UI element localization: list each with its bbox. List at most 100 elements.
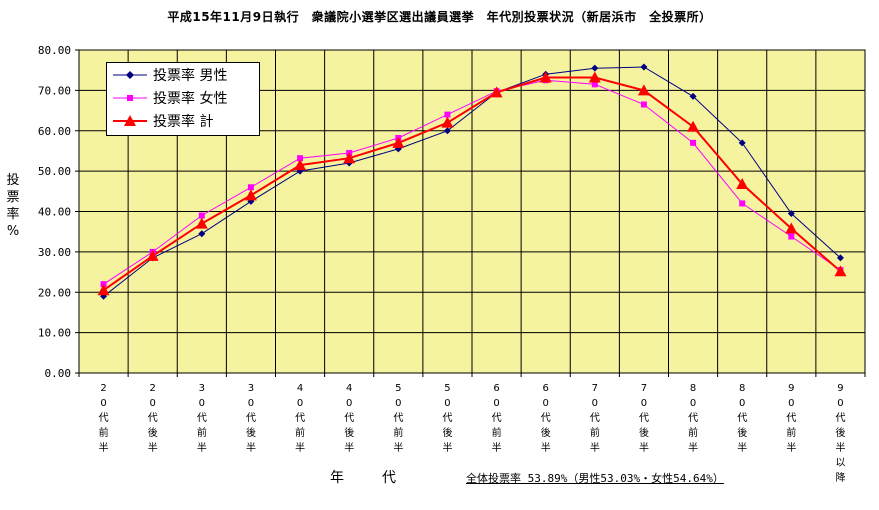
x-tick-label-char: 代	[639, 412, 649, 424]
x-tick-label-char: 0	[248, 398, 254, 409]
data-point-male	[836, 254, 844, 262]
x-tick-label-char: 半	[639, 441, 649, 454]
data-point-female	[591, 81, 598, 88]
x-tick-label-char: 代	[197, 412, 207, 424]
x-tick-label-char: 後	[835, 426, 845, 439]
data-point-female	[690, 139, 697, 146]
x-tick-label-char: 0	[739, 398, 745, 409]
x-tick-label-char: 半	[393, 441, 403, 454]
x-tick-label-char: 半	[295, 441, 305, 454]
data-point-female	[739, 200, 746, 207]
y-tick-label: 0.00	[45, 367, 72, 380]
x-tick-label-char: 代	[737, 412, 747, 424]
x-tick-label: 4 0 代前半	[295, 383, 305, 454]
data-point-female	[444, 111, 451, 118]
triangle-marker-icon	[113, 115, 147, 126]
x-tick-label-char: 0	[641, 398, 647, 409]
x-tick-label-char: 以	[835, 458, 845, 469]
legend-item-total: 投票率 計	[113, 111, 257, 131]
x-tick-label-char: 前	[197, 426, 207, 439]
data-point-male	[787, 210, 795, 218]
y-tick-label: 20.00	[38, 286, 71, 299]
y-tick-label: 40.00	[38, 206, 71, 219]
x-tick-label-char: 半	[835, 441, 845, 454]
x-tick-label-char: 0	[100, 398, 106, 409]
data-point-total	[195, 217, 208, 229]
x-tick-label: 3 0 代前半	[197, 383, 207, 454]
x-tick-label-char: 0	[493, 398, 499, 409]
x-tick-label-char: 半	[786, 441, 796, 454]
x-tick-label-char: 前	[99, 426, 109, 439]
diamond-marker-icon	[113, 71, 147, 79]
x-tick-label-char: 半	[492, 441, 502, 454]
x-tick-label-char: 0	[837, 398, 843, 409]
data-point-total	[637, 84, 650, 96]
x-tick-label-char: 3	[248, 383, 254, 394]
data-point-total	[244, 189, 257, 201]
y-axis-label-char: 投	[6, 173, 20, 188]
data-point-total	[441, 116, 454, 128]
data-point-male	[738, 139, 746, 147]
x-tick-label-char: 7	[592, 383, 598, 394]
x-tick-label: 3 0 代後半	[246, 383, 256, 454]
x-tick-label-char: 後	[541, 426, 551, 439]
x-tick-label: 8 0 代前半	[688, 383, 698, 454]
x-tick-label-char: 前	[688, 426, 698, 439]
x-tick-label-char: 半	[344, 441, 354, 454]
x-tick-label-char: 代	[492, 412, 502, 424]
overall-turnout-note: 全体投票率 53.89%（男性53.03%・女性54.64%）	[466, 472, 724, 485]
legend: 投票率 男性 投票率 女性 投票率 計	[106, 62, 260, 136]
data-point-total	[588, 71, 601, 83]
x-tick-label-char: 降	[835, 471, 845, 484]
x-tick-label-char: 半	[197, 441, 207, 454]
series-line	[103, 76, 842, 292]
data-point-male	[640, 63, 648, 71]
legend-label-female: 投票率 女性	[153, 91, 228, 107]
y-tick-label: 80.00	[38, 44, 71, 57]
y-tick-labels: 0.00 10.00 20.00 30.00 40.00 50.00 60.00 70.00 8…	[38, 44, 71, 380]
x-tick-label: 4 0 代後半	[344, 383, 354, 454]
x-tick-label: 7 0 代後半	[639, 383, 649, 454]
data-point-total	[539, 71, 552, 83]
x-tick-label-char: 代	[148, 412, 158, 424]
x-tick-label-char: 半	[541, 441, 551, 454]
data-point-total	[343, 152, 356, 164]
x-tick-label-char: 代	[786, 412, 796, 424]
x-tick-label-char: 2	[150, 383, 156, 394]
grid-lines	[75, 49, 866, 377]
x-tick-label-char: 半	[99, 441, 109, 454]
x-tick-label-char: 半	[442, 441, 452, 454]
x-tick-label-char: 0	[395, 398, 401, 409]
series-line	[103, 66, 841, 297]
data-point-total	[736, 178, 749, 190]
y-tick-label: 50.00	[38, 165, 71, 178]
x-tick-label-char: 8	[739, 383, 745, 394]
x-tick-label-char: 9	[837, 383, 843, 394]
x-tick-label-char: 7	[641, 383, 647, 394]
x-tick-label-char: 代	[344, 412, 354, 424]
y-tick-label: 30.00	[38, 246, 71, 259]
x-tick-label-char: 0	[543, 398, 549, 409]
data-point-female	[640, 101, 647, 108]
x-tick-label-char: 前	[295, 426, 305, 439]
x-tick-label: 2 0 代前半	[99, 383, 109, 454]
data-point-male	[689, 92, 697, 100]
x-tick-label-char: 後	[246, 426, 256, 439]
x-tick-label-char: 3	[199, 383, 205, 394]
x-tick-label: 9 0 代前半	[786, 383, 796, 454]
legend-item-female: 投票率 女性	[113, 88, 257, 108]
y-axis-label-char: %	[6, 224, 20, 239]
square-marker-icon	[113, 95, 147, 101]
x-axis-label: 年 代	[330, 470, 408, 486]
x-tick-label-char: 0	[592, 398, 598, 409]
x-tick-label: 5 0 代前半	[393, 383, 403, 454]
x-tick-label-char: 後	[148, 426, 158, 439]
x-tick-label-char: 6	[543, 383, 549, 394]
x-tick-label: 2 0 代後半	[148, 383, 158, 454]
y-tick-label: 60.00	[38, 125, 71, 138]
y-axis-label: 投票率%	[6, 172, 20, 240]
x-tick-label-char: 代	[393, 412, 403, 424]
x-tick-label-char: 後	[737, 426, 747, 439]
x-tick-label-char: 半	[688, 441, 698, 454]
